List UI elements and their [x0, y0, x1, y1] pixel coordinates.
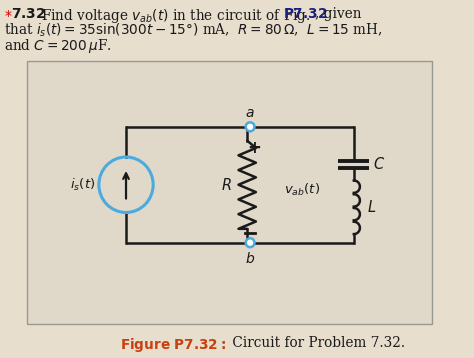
Text: $\mathbf{Figure\ P7.32:}$: $\mathbf{Figure\ P7.32:}$	[120, 336, 226, 354]
Text: $v_{ab}(t)$: $v_{ab}(t)$	[284, 182, 320, 198]
Text: $C$: $C$	[373, 156, 385, 173]
Text: $\mathbf{P7.32}$: $\mathbf{P7.32}$	[283, 7, 328, 21]
Text: $a$: $a$	[246, 106, 255, 120]
Text: +: +	[247, 139, 261, 157]
Text: $i_s(t)$: $i_s(t)$	[70, 177, 95, 193]
Text: that $i_s(t) = 35\sin(300t - 15°)$ mA,  $R = 80\,\Omega$,  $L = 15$ mH,: that $i_s(t) = 35\sin(300t - 15°)$ mA, $…	[4, 22, 383, 39]
Text: $*$: $*$	[4, 7, 12, 21]
Text: $R$: $R$	[221, 177, 232, 193]
Text: $\mathbf{7.32}$: $\mathbf{7.32}$	[10, 7, 46, 21]
Text: , given: , given	[315, 7, 362, 21]
Circle shape	[246, 122, 255, 131]
Text: and $C = 200\,\mu$F.: and $C = 200\,\mu$F.	[4, 37, 111, 55]
Bar	[27, 62, 432, 324]
Text: Find voltage $v_{ab}(t)$ in the circuit of Fig.: Find voltage $v_{ab}(t)$ in the circuit …	[41, 7, 310, 25]
Circle shape	[246, 238, 255, 247]
Text: $b$: $b$	[245, 251, 255, 266]
Text: $L$: $L$	[367, 199, 377, 215]
Text: Circuit for Problem 7.32.: Circuit for Problem 7.32.	[228, 336, 405, 350]
